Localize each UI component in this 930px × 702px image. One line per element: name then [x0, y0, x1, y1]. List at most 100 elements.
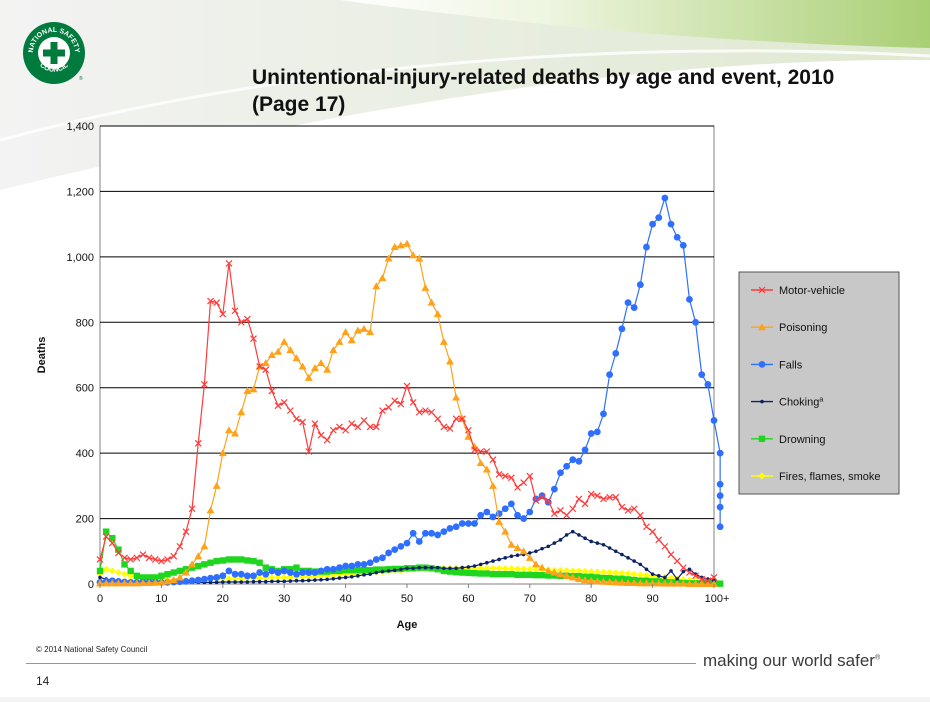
- data-point: [478, 562, 483, 567]
- data-point: [442, 566, 446, 571]
- data-point: [570, 529, 575, 534]
- data-point: [195, 562, 202, 570]
- data-point: [127, 567, 134, 575]
- data-point: [643, 243, 650, 251]
- series-layer: [96, 194, 724, 587]
- data-point: [679, 242, 687, 249]
- data-point: [170, 552, 178, 560]
- data-point: [360, 560, 368, 568]
- data-point: [587, 490, 595, 498]
- data-point: [138, 579, 147, 587]
- data-point: [583, 536, 587, 540]
- data-point: [374, 570, 379, 575]
- data-point: [477, 448, 485, 455]
- data-point: [139, 574, 147, 581]
- legend-item: Falls: [751, 359, 803, 371]
- data-point: [362, 573, 366, 577]
- data-point: [268, 387, 276, 395]
- data-point: [121, 561, 128, 568]
- data-point: [391, 546, 399, 554]
- data-point: [329, 346, 338, 354]
- data-point: [250, 335, 257, 343]
- y-tick-label: 0: [88, 579, 94, 591]
- data-point: [667, 579, 676, 587]
- data-point: [212, 481, 221, 489]
- data-point: [428, 529, 435, 537]
- legend-item: Fires, flames, smoke: [751, 471, 880, 483]
- data-point: [669, 569, 673, 573]
- data-point: [655, 536, 663, 544]
- data-point: [151, 578, 160, 586]
- data-point: [703, 580, 712, 587]
- data-point: [250, 557, 257, 565]
- data-point: [132, 579, 141, 587]
- data-point: [531, 560, 540, 568]
- data-point: [568, 573, 577, 581]
- data-point: [650, 572, 655, 576]
- data-point: [219, 310, 227, 318]
- data-point: [661, 194, 669, 202]
- data-point: [214, 580, 219, 585]
- data-point: [550, 510, 558, 518]
- data-point: [336, 423, 343, 431]
- data-point: [163, 577, 172, 585]
- data-point: [507, 474, 515, 482]
- data-point: [630, 505, 638, 513]
- data-point: [716, 503, 724, 511]
- data-point: [581, 567, 589, 575]
- data-point: [329, 426, 337, 434]
- data-point: [231, 429, 240, 437]
- data-point: [489, 456, 497, 464]
- data-point: [342, 567, 349, 574]
- data-point: [206, 506, 215, 514]
- x-tick-label: 100+: [705, 593, 730, 605]
- data-point: [638, 562, 643, 567]
- data-point: [587, 576, 596, 584]
- data-point: [606, 569, 614, 577]
- data-point: [593, 492, 601, 500]
- data-point: [200, 575, 208, 583]
- data-point: [251, 579, 256, 584]
- data-point: [250, 572, 257, 580]
- data-point: [600, 410, 607, 418]
- data-point: [509, 554, 514, 558]
- data-point: [225, 567, 233, 575]
- nsc-logo: NATIONAL SAFETY COUNCIL ®: [23, 22, 85, 84]
- data-point: [716, 580, 724, 587]
- data-point: [544, 497, 552, 505]
- data-point: [446, 568, 454, 575]
- data-point: [293, 415, 300, 423]
- data-point: [716, 449, 724, 457]
- data-point: [181, 568, 190, 576]
- data-point: [347, 336, 356, 344]
- data-point: [421, 283, 430, 291]
- data-point: [114, 569, 122, 577]
- data-point: [225, 575, 233, 583]
- data-point: [360, 567, 368, 574]
- data-point: [121, 570, 129, 578]
- data-point: [120, 579, 129, 587]
- data-point: [403, 539, 411, 547]
- data-point: [538, 571, 546, 579]
- data-point: [286, 569, 294, 576]
- data-point: [525, 553, 534, 561]
- data-point: [495, 517, 504, 525]
- data-point: [417, 565, 422, 570]
- data-point: [311, 420, 319, 428]
- data-point: [348, 567, 355, 574]
- data-point: [636, 281, 644, 289]
- data-point: [716, 480, 724, 488]
- data-point: [343, 575, 348, 580]
- data-point: [485, 560, 489, 565]
- data-point: [256, 569, 264, 576]
- data-point: [575, 567, 583, 575]
- data-point: [151, 556, 159, 563]
- data-point: [599, 568, 607, 576]
- data-point: [213, 557, 220, 565]
- slide-title-line2: (Page 17): [252, 93, 346, 116]
- data-point: [385, 549, 392, 557]
- data-point: [692, 572, 700, 580]
- data-point: [495, 470, 503, 478]
- legend-footnote-mark: a: [819, 397, 823, 404]
